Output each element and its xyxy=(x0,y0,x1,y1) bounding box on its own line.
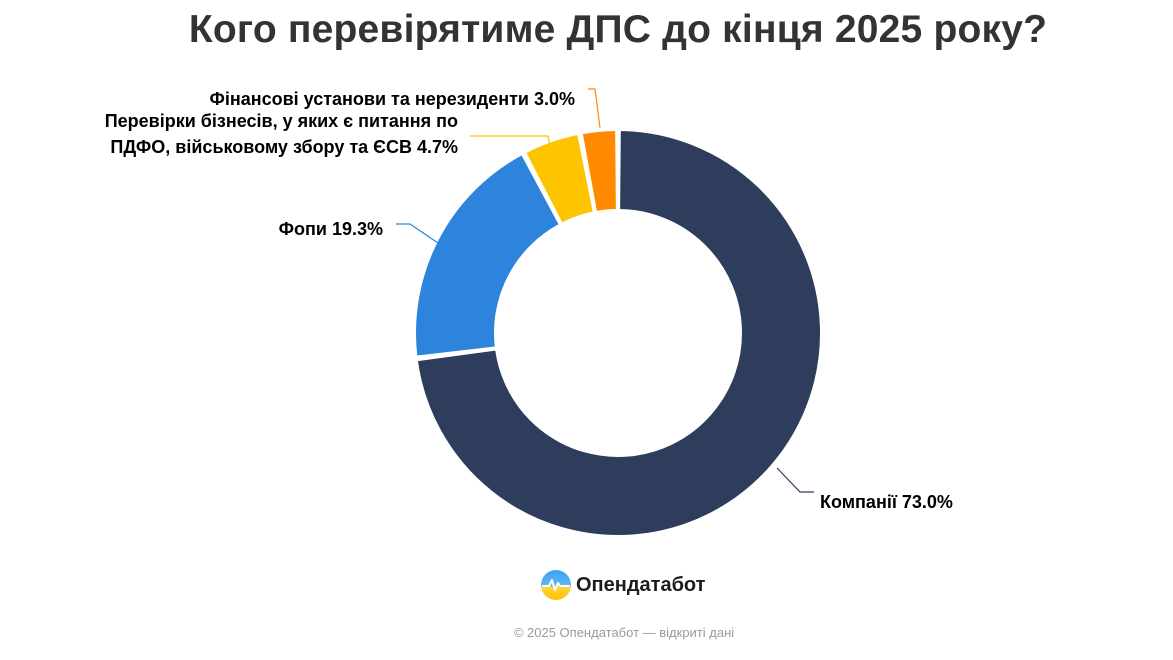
leaders-layer xyxy=(396,88,814,493)
leader-line-3 xyxy=(470,135,551,147)
leader-line-4 xyxy=(588,88,601,129)
chart-title: Кого перевірятиме ДПС до кінця 2025 року… xyxy=(188,8,1048,51)
slice-label-2-line-1: Фопи 19.3% xyxy=(279,219,383,239)
brand-name: Опендатабот xyxy=(576,573,706,596)
donut-slice-4 xyxy=(580,129,618,213)
leader-line-1 xyxy=(776,467,814,493)
donut-slice-3 xyxy=(524,132,595,225)
donut-slice-2 xyxy=(414,153,561,358)
slice-label-1-line-1: Компанії 73.0% xyxy=(820,492,953,512)
slice-label-3-line-2: ПДФО, військовому збору та ЄСВ 4.7% xyxy=(110,137,458,157)
slice-label-3-line-1: Перевірки бізнесів, у яких є питання по xyxy=(105,111,458,131)
donut-slice-1 xyxy=(415,129,822,537)
opendatabot-logo-icon xyxy=(541,570,571,600)
brand: Опендатабот xyxy=(540,569,705,601)
footer-credit: © 2025 Опендатабот — відкриті дані xyxy=(513,625,735,640)
slice-label-4-line-1: Фінансові установи та нерезиденти 3.0% xyxy=(209,89,575,109)
leader-line-2 xyxy=(396,223,439,244)
labels-layer: Компанії 73.0% Фопи 19.3% Перевірки бізнес… xyxy=(105,89,953,512)
slices-layer xyxy=(414,129,822,537)
